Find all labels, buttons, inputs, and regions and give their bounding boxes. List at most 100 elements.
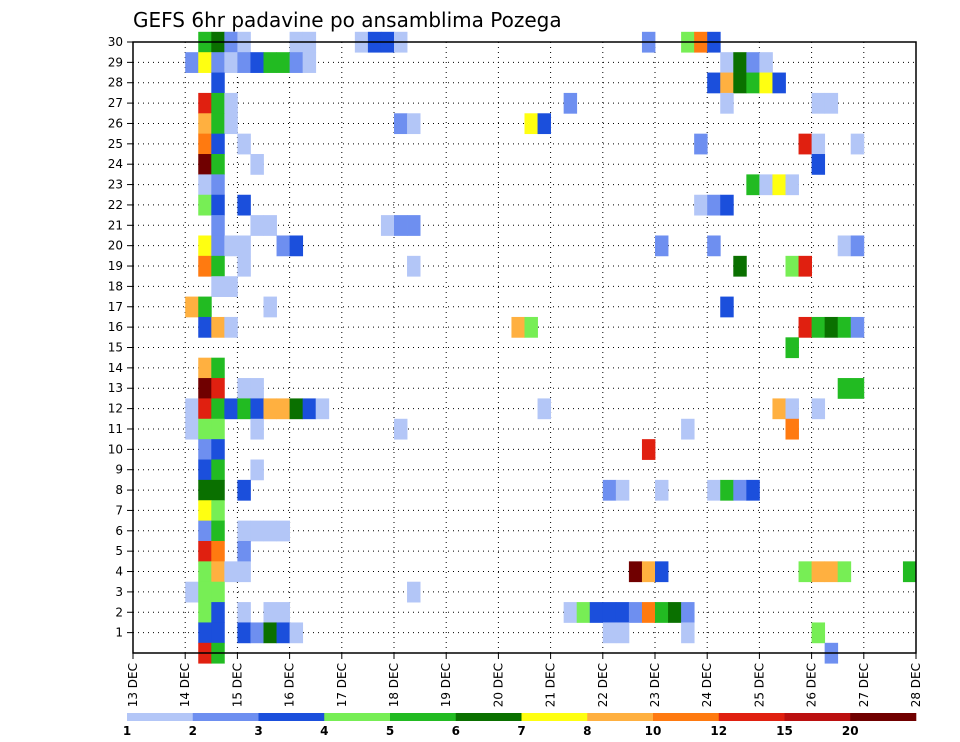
heatmap-cell — [237, 540, 251, 562]
heatmap-cell — [211, 255, 225, 277]
colorbar-swatch — [653, 713, 720, 721]
y-tick-label: 16 — [108, 320, 123, 334]
heatmap-cell — [224, 113, 238, 135]
y-tick-label: 30 — [108, 35, 123, 49]
heatmap-cell — [211, 215, 225, 236]
heatmap-cell — [707, 235, 721, 257]
heatmap-cell — [263, 520, 277, 542]
heatmap-cell — [263, 602, 277, 623]
heatmap-cell — [850, 133, 865, 155]
heatmap-cell — [302, 398, 317, 420]
heatmap-cell — [198, 602, 212, 623]
heatmap-cell — [589, 602, 604, 623]
heatmap-cell — [276, 602, 290, 623]
x-tick-label: 23 DEC — [648, 663, 662, 707]
heatmap-cell — [276, 235, 290, 257]
colorbar-label: 8 — [583, 724, 591, 738]
heatmap-cell — [224, 52, 238, 73]
heatmap-cell — [824, 561, 839, 583]
heatmap-cell — [759, 174, 773, 196]
heatmap-cell — [785, 398, 799, 420]
y-tick-label: 14 — [108, 361, 123, 375]
y-tick-label: 23 — [108, 178, 123, 192]
heatmap-cell — [641, 561, 656, 583]
x-axis: 13 DEC 14 DEC 15 DEC 16 DEC 17 DEC 18 DEC 19 D… — [126, 653, 923, 707]
colorbar-swatch — [784, 713, 851, 721]
heatmap-cell — [198, 479, 212, 501]
colorbar-label: 15 — [776, 724, 793, 738]
colorbar-swatch — [587, 713, 654, 721]
heatmap-cell — [720, 92, 734, 114]
heatmap-cell — [250, 398, 264, 420]
heatmap-cell — [785, 174, 799, 196]
heatmap-cell — [394, 418, 408, 440]
heatmap-cell — [276, 622, 290, 644]
heatmap-cell — [628, 561, 643, 583]
x-tick-label: 24 DEC — [700, 663, 714, 707]
x-tick-label: 15 DEC — [230, 663, 244, 707]
heatmap-cell — [237, 602, 251, 623]
heatmap-cell — [211, 52, 225, 73]
heatmap-cell — [811, 398, 826, 420]
heatmap-cell — [250, 459, 264, 481]
heatmap-cell — [198, 52, 212, 73]
heatmap-cell — [224, 235, 238, 257]
x-tick-label: 19 DEC — [439, 663, 453, 707]
heatmap-cell — [198, 439, 212, 460]
colorbar-label: 20 — [842, 724, 859, 738]
y-tick-label: 12 — [108, 402, 123, 416]
heatmap-cell — [198, 500, 212, 522]
heatmap-cell — [211, 133, 225, 155]
y-tick-label: 25 — [108, 137, 123, 151]
heatmap-cell — [811, 133, 826, 155]
heatmap-cell — [263, 52, 277, 73]
heatmap-cell — [198, 398, 212, 420]
heatmap-cell — [759, 72, 773, 94]
y-tick-label: 28 — [108, 76, 123, 90]
heatmap-cell — [237, 133, 251, 155]
y-tick-label: 6 — [115, 524, 123, 538]
colorbar-swatch — [718, 713, 785, 721]
heatmap-cell — [759, 52, 773, 73]
heatmap-cell — [250, 154, 264, 175]
heatmap-cell — [902, 561, 917, 583]
x-tick-label: 17 DEC — [335, 663, 349, 707]
y-tick-label: 4 — [115, 565, 123, 579]
heatmap-cells — [185, 31, 917, 664]
heatmap-cell — [798, 255, 812, 277]
x-tick-label: 25 DEC — [752, 663, 766, 707]
heatmap-cell — [733, 479, 747, 501]
heatmap-cell — [211, 439, 225, 460]
heatmap-cell — [785, 418, 799, 440]
heatmap-cell — [198, 316, 212, 338]
heatmap-cell — [185, 398, 199, 420]
heatmap-cell — [185, 418, 199, 440]
heatmap-cell — [720, 72, 734, 94]
heatmap-cell — [407, 113, 421, 135]
heatmap-cell — [850, 316, 865, 338]
x-tick-label: 21 DEC — [544, 663, 558, 707]
heatmap-cell — [837, 378, 852, 399]
colorbar-label: 7 — [517, 724, 525, 738]
heatmap-cell — [615, 622, 630, 644]
heatmap-cell — [211, 540, 225, 562]
heatmap-cell — [681, 622, 695, 644]
heatmap-cell — [198, 113, 212, 135]
heatmap-cell — [681, 418, 695, 440]
colorbar-swatch — [127, 713, 194, 721]
heatmap-cell — [811, 622, 826, 644]
colorbar-label: 5 — [386, 724, 394, 738]
y-tick-label: 15 — [108, 341, 123, 355]
heatmap-cell — [198, 194, 212, 216]
colorbar-swatch — [258, 713, 325, 721]
heatmap-cell — [185, 52, 199, 73]
heatmap-cell — [707, 194, 721, 216]
heatmap-cell — [211, 174, 225, 196]
heatmap-cell — [250, 520, 264, 542]
x-tick-label: 22 DEC — [596, 663, 610, 707]
heatmap-cell — [211, 500, 225, 522]
heatmap-cell — [694, 194, 708, 216]
heatmap-cell — [694, 133, 708, 155]
heatmap-cell — [237, 520, 251, 542]
